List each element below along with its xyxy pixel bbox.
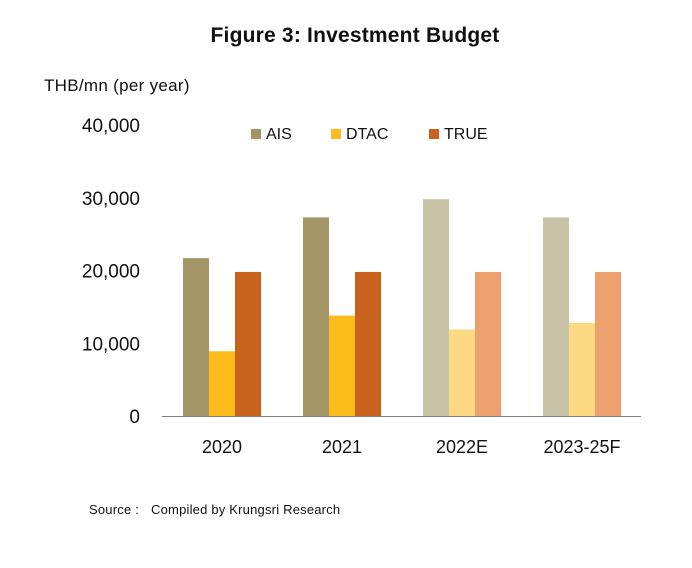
x-tick-label: 2023-25F [543,437,620,457]
bar-true-2023-25f [595,271,621,416]
bar-dtac-2020 [209,351,235,416]
bar-ais-2021 [303,217,329,416]
legend-swatch-dtac [331,129,341,139]
chart-title: Figure 3: Investment Budget [210,24,500,47]
legend-label-dtac: DTAC [346,126,388,143]
y-tick-label: 0 [129,407,140,428]
legend-label-true: TRUE [444,126,488,143]
bar-true-2021 [355,271,381,416]
source-label: Source : [89,502,140,517]
x-tick-label: 2021 [322,437,362,457]
bar-dtac-2023-25f [569,322,595,416]
y-axis-unit-label: THB/mn (per year) [44,76,190,95]
bar-ais-2023-25f [543,217,569,416]
bar-dtac-2021 [329,315,355,416]
legend-label-ais: AIS [266,126,292,143]
bar-dtac-2022e [449,329,475,416]
bar-ais-2022e [423,199,449,416]
bar-ais-2020 [183,258,209,416]
bar-true-2020 [235,271,261,416]
legend-swatch-true [429,129,439,139]
x-tick-label: 2022E [436,437,488,457]
bar-true-2022e [475,271,501,416]
y-tick-label: 30,000 [82,189,140,210]
legend-swatch-ais [251,129,261,139]
source-note: Source : Compiled by Krungsri Research [89,502,340,517]
y-tick-label: 40,000 [82,116,140,137]
source-text: Compiled by Krungsri Research [151,502,341,517]
y-tick-label: 10,000 [82,334,140,355]
y-tick-label: 20,000 [82,262,140,283]
x-tick-label: 2020 [202,437,242,457]
